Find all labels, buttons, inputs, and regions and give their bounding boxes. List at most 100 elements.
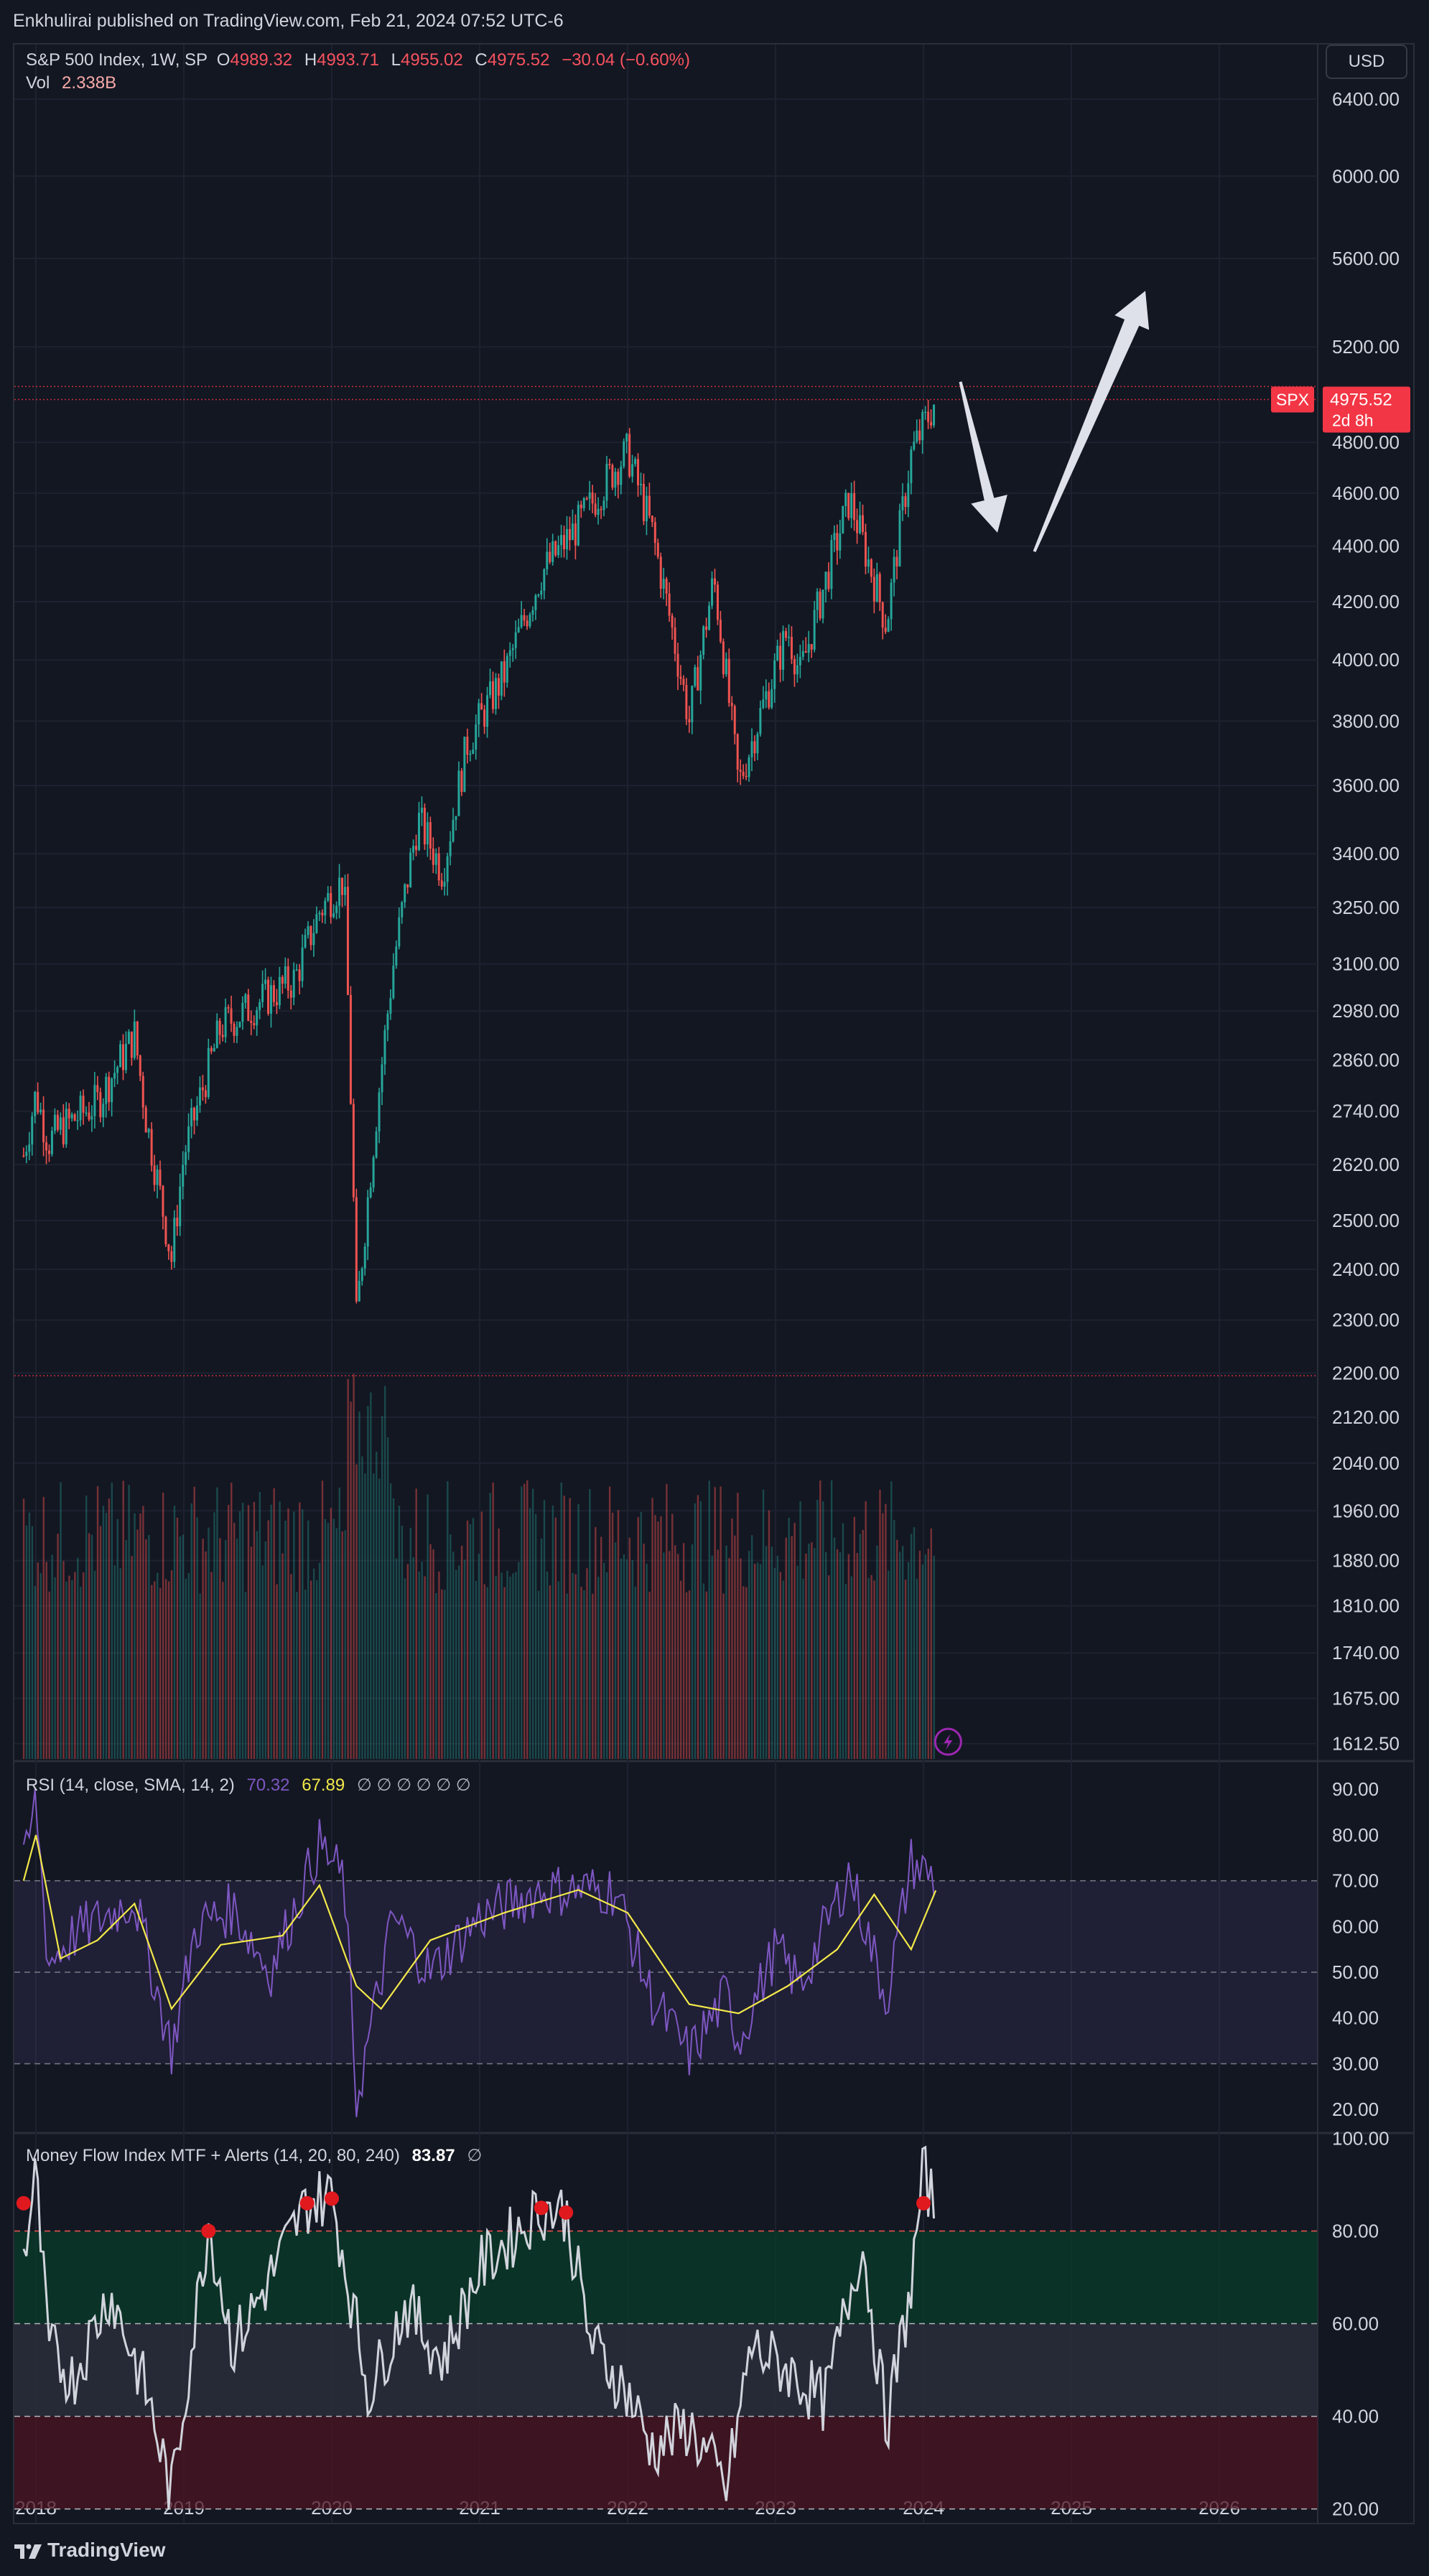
volume-bar	[190, 1503, 192, 1759]
volume-bar	[827, 1575, 830, 1759]
mfi-alert-dot	[325, 2191, 339, 2206]
volume-bar	[290, 1574, 292, 1759]
candle-body	[807, 644, 810, 653]
volume-bar	[256, 1531, 259, 1759]
footer-brand[interactable]: TradingView	[47, 2539, 166, 2561]
volume-bar	[882, 1513, 884, 1759]
chart-frame[interactable]	[13, 43, 1415, 2524]
volume-bar	[605, 1572, 608, 1759]
candle-body	[162, 1186, 164, 1217]
volume-bar	[187, 1573, 190, 1759]
candle-body	[423, 808, 426, 845]
volume-bar	[824, 1551, 827, 1759]
volume-bar	[128, 1485, 130, 1759]
volume-bar	[896, 1539, 898, 1759]
candle-body	[597, 508, 600, 515]
volume-bar	[225, 1540, 227, 1759]
candle-body	[671, 615, 674, 628]
volume-bar	[637, 1517, 639, 1759]
candle-body	[409, 852, 412, 887]
candle-body	[136, 1021, 139, 1056]
candle-body	[275, 1002, 278, 1006]
candle-body	[253, 1022, 256, 1026]
volume-bar	[611, 1513, 614, 1759]
rsi-line	[22, 1788, 935, 2117]
candle-body	[141, 1075, 144, 1108]
candle-body	[133, 1021, 136, 1058]
volume-bar	[259, 1491, 261, 1759]
y-tick-label: 1810.00	[1332, 1595, 1400, 1617]
volume-bar	[247, 1505, 250, 1759]
y-tick-label: 6400.00	[1332, 88, 1400, 110]
candle-body	[685, 685, 688, 719]
candle-body	[520, 615, 523, 627]
volume-bar	[111, 1483, 113, 1759]
volume-bar	[386, 1437, 389, 1759]
volume-bar	[450, 1534, 452, 1759]
candle-body	[907, 483, 910, 508]
candle-body	[65, 1109, 68, 1144]
y-tick-label: 2860.00	[1332, 1049, 1400, 1070]
volume-bar	[122, 1480, 124, 1759]
volume-bar	[617, 1510, 620, 1759]
candle-body	[28, 1144, 31, 1152]
volume-bar	[748, 1551, 750, 1759]
volume-bar	[193, 1486, 195, 1759]
volume-bar	[37, 1562, 39, 1759]
volume-bar	[452, 1551, 455, 1759]
volume-bar	[694, 1503, 697, 1759]
volume-bar	[756, 1562, 759, 1759]
candle-body	[318, 913, 321, 915]
volume-bar	[457, 1565, 460, 1759]
rsi-tick-label: 20.00	[1332, 2099, 1379, 2120]
candle-body	[210, 1047, 213, 1052]
candle-body	[816, 591, 819, 610]
volume-bar	[210, 1572, 213, 1759]
candle-body	[653, 522, 656, 543]
candle-body	[861, 515, 864, 533]
volume-bar	[623, 1554, 625, 1759]
main-legend[interactable]: S&P 500 Index, 1W, SP O4989.32 H4993.71 …	[26, 50, 697, 70]
candle-body	[483, 709, 486, 727]
candle-body	[73, 1114, 76, 1121]
candle-body	[437, 853, 440, 881]
volume-bar	[685, 1592, 688, 1759]
volume-bar	[99, 1526, 102, 1759]
volume-bar	[602, 1562, 605, 1759]
mfi-legend[interactable]: Money Flow Index MTF + Alerts (14, 20, 8…	[26, 2145, 489, 2166]
volume-bar	[904, 1579, 907, 1759]
volume-legend[interactable]: Vol 2.338B	[26, 73, 124, 93]
candle-body	[716, 584, 719, 620]
rsi-legend[interactable]: RSI (14, close, SMA, 14, 2) 70.32 67.89 …	[26, 1775, 478, 1796]
volume-bar	[309, 1580, 312, 1759]
volume-bar	[176, 1517, 179, 1759]
volume-bar	[574, 1574, 577, 1759]
volume-bar	[213, 1512, 215, 1759]
volume-bar	[315, 1580, 318, 1759]
candle-body	[623, 441, 625, 467]
tradingview-logo-icon[interactable]	[14, 2543, 43, 2560]
volume-bar	[669, 1551, 671, 1759]
volume-bar	[432, 1549, 434, 1759]
candle-body	[651, 515, 653, 523]
volume-bar	[796, 1565, 799, 1759]
candle-body	[864, 532, 867, 567]
volume-bar	[870, 1574, 872, 1759]
candle-body	[898, 510, 901, 566]
candle-body	[881, 602, 884, 628]
volume-bar	[819, 1480, 821, 1759]
volume-bar	[376, 1451, 378, 1759]
volume-bar	[640, 1511, 642, 1759]
volume-bar	[833, 1537, 836, 1759]
volume-bar	[688, 1590, 691, 1759]
currency-button[interactable]: USD	[1326, 45, 1407, 79]
candle-body	[304, 935, 307, 948]
candle-body	[417, 813, 420, 850]
y-tick-label: 2040.00	[1332, 1452, 1400, 1474]
candle-body	[856, 520, 859, 533]
symbol-label[interactable]: S&P 500 Index, 1W, SP	[26, 50, 208, 70]
volume-bar	[463, 1559, 466, 1759]
candle-body	[674, 627, 676, 654]
y-tick-label: 3600.00	[1332, 775, 1400, 796]
